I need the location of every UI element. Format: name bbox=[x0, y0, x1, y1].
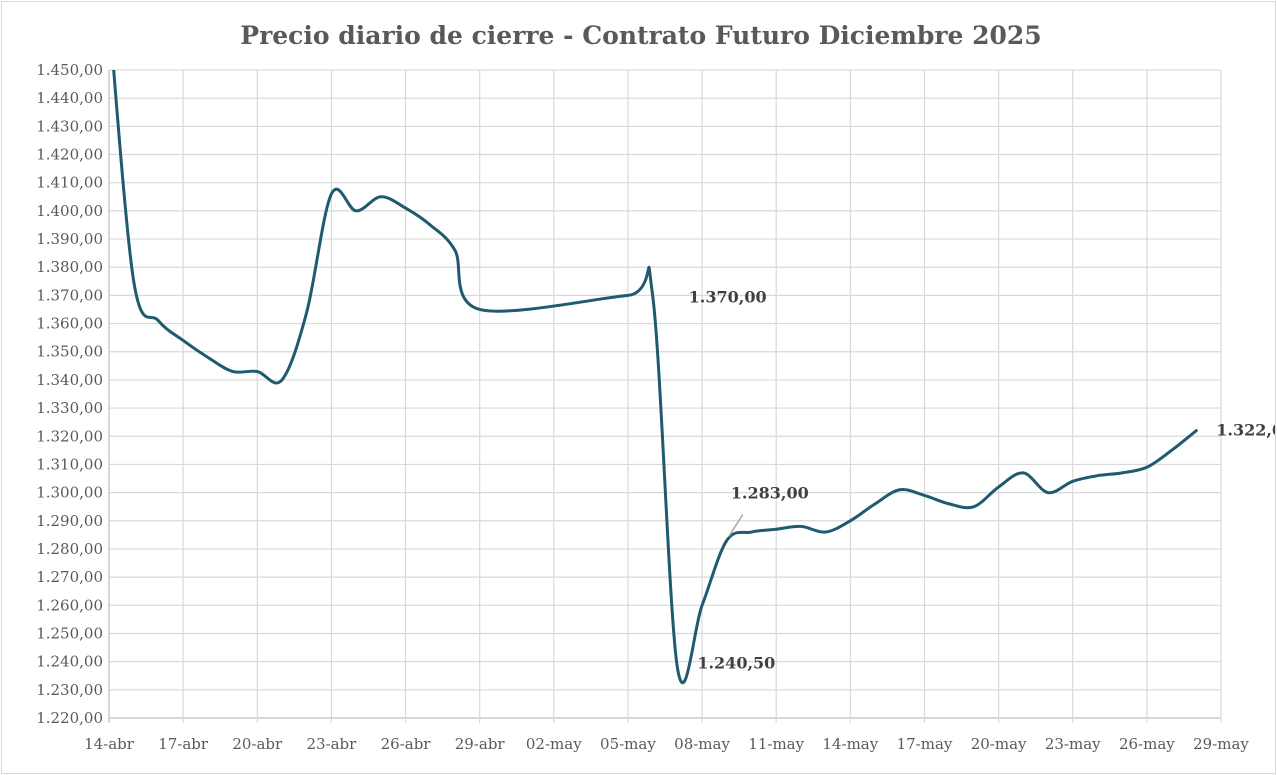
y-tick-label: 1.380,00 bbox=[36, 258, 103, 276]
y-tick-label: 1.220,00 bbox=[36, 709, 103, 727]
y-tick-label: 1.440,00 bbox=[36, 89, 103, 107]
x-tick-label: 29-abr bbox=[455, 735, 506, 753]
data-label: 1.283,00 bbox=[731, 484, 809, 503]
x-tick-label: 23-abr bbox=[306, 735, 357, 753]
data-label: 1.240,50 bbox=[697, 653, 775, 672]
x-tick-label: 05-may bbox=[600, 735, 656, 753]
x-tick-label: 20-abr bbox=[232, 735, 283, 753]
y-tick-label: 1.370,00 bbox=[36, 286, 103, 304]
y-tick-label: 1.240,00 bbox=[36, 653, 103, 671]
x-tick-label: 26-may bbox=[1119, 735, 1175, 753]
y-tick-label: 1.260,00 bbox=[36, 596, 103, 614]
x-tick-label: 14-abr bbox=[84, 735, 135, 753]
y-tick-label: 1.290,00 bbox=[36, 512, 103, 530]
y-tick-label: 1.270,00 bbox=[36, 568, 103, 586]
x-tick-label: 26-abr bbox=[381, 735, 432, 753]
data-label: 1.322,00 bbox=[1216, 421, 1275, 440]
x-tick-label: 08-may bbox=[674, 735, 730, 753]
y-tick-label: 1.340,00 bbox=[36, 371, 103, 389]
series-lines bbox=[112, 70, 1198, 685]
x-tick-label: 17-may bbox=[897, 735, 953, 753]
y-tick-label: 1.300,00 bbox=[36, 484, 103, 502]
y-tick-label: 1.320,00 bbox=[36, 427, 103, 445]
x-axis-tick-labels: 14-abr 17-abr 20-abr 23-abr 26-abr 29-abr 02-m… bbox=[84, 735, 1249, 753]
y-axis-tick-labels: 1.220,00 1.230,00 1.240,00 1.250,00 1.260,00… bbox=[36, 61, 103, 727]
x-tick-label: 11-may bbox=[748, 735, 804, 753]
series-line bbox=[112, 70, 1198, 685]
gridlines bbox=[108, 69, 1222, 723]
y-tick-label: 1.420,00 bbox=[36, 146, 103, 164]
y-tick-label: 1.410,00 bbox=[36, 174, 103, 192]
x-tick-label: 14-may bbox=[822, 735, 878, 753]
data-annotations: 1.370,00 1.283,00 1.240,50 1.322,00 bbox=[689, 287, 1275, 672]
data-label: 1.370,00 bbox=[689, 287, 767, 306]
annotation-leader-line bbox=[728, 514, 744, 537]
y-tick-label: 1.350,00 bbox=[36, 343, 103, 361]
x-tick-label: 02-may bbox=[526, 735, 582, 753]
x-tick-label: 29-may bbox=[1193, 735, 1249, 753]
y-tick-label: 1.230,00 bbox=[36, 681, 103, 699]
y-tick-label: 1.450,00 bbox=[36, 61, 103, 79]
y-tick-label: 1.360,00 bbox=[36, 315, 103, 333]
y-tick-label: 1.310,00 bbox=[36, 455, 103, 473]
chart-title: Precio diario de cierre - Contrato Futur… bbox=[240, 21, 1041, 50]
x-tick-label: 20-may bbox=[971, 735, 1027, 753]
y-tick-label: 1.400,00 bbox=[36, 202, 103, 220]
y-tick-label: 1.430,00 bbox=[36, 117, 103, 135]
x-tick-label: 23-may bbox=[1045, 735, 1101, 753]
y-tick-label: 1.330,00 bbox=[36, 399, 103, 417]
y-tick-label: 1.280,00 bbox=[36, 540, 103, 558]
x-tick-label: 17-abr bbox=[158, 735, 209, 753]
y-tick-label: 1.250,00 bbox=[36, 624, 103, 642]
y-tick-label: 1.390,00 bbox=[36, 230, 103, 248]
